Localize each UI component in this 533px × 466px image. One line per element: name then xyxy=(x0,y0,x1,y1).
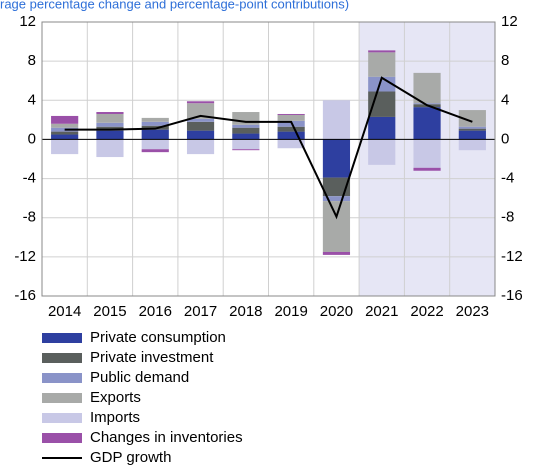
bar-segment xyxy=(368,50,396,53)
legend-swatch xyxy=(42,433,82,443)
bar-segment xyxy=(277,113,305,115)
bar-segment xyxy=(141,149,169,153)
bar-segment xyxy=(186,103,215,119)
legend-label: Exports xyxy=(90,389,141,406)
y2-tick-label: -8 xyxy=(501,209,514,226)
bar-segment xyxy=(186,139,215,155)
y-tick-label: 8 xyxy=(28,52,36,69)
y2-tick-label: -16 xyxy=(501,287,523,304)
y-tick-label: 0 xyxy=(28,130,36,147)
bar-segment xyxy=(51,131,79,135)
bar-segment xyxy=(413,72,441,104)
x-tick-label: 2020 xyxy=(320,303,353,320)
y-tick-label: 4 xyxy=(28,91,36,108)
bar-segment xyxy=(141,121,169,126)
bar-segment xyxy=(322,201,351,252)
x-tick-label: 2014 xyxy=(48,303,81,320)
bar-segment xyxy=(232,112,260,125)
bar-segment xyxy=(322,100,351,140)
bar-segment xyxy=(51,115,79,124)
y-tick-label: -4 xyxy=(23,170,36,187)
y2-tick-label: -4 xyxy=(501,170,514,187)
y2-tick-label: 8 xyxy=(501,52,509,69)
bar-segment xyxy=(458,110,486,127)
bar-segment xyxy=(458,126,486,129)
y-tick-label: -16 xyxy=(14,287,36,304)
bar-segment xyxy=(413,167,441,171)
bar-segment xyxy=(232,139,260,150)
bar-segment xyxy=(277,114,305,121)
bar-segment xyxy=(141,139,169,150)
x-tick-label: 2019 xyxy=(274,303,307,320)
bar-segment xyxy=(322,196,351,202)
legend-swatch xyxy=(42,413,82,423)
legend-label: Changes in inventories xyxy=(90,429,243,446)
y-tick-label: -12 xyxy=(14,248,36,265)
bar-segment xyxy=(458,139,486,151)
legend-label: Public demand xyxy=(90,369,189,386)
bar-segment xyxy=(322,139,351,178)
bar-segment xyxy=(413,107,441,140)
y2-tick-label: 12 xyxy=(501,13,518,30)
bar-segment xyxy=(413,139,441,168)
bar-segment xyxy=(232,124,260,128)
bar-segment xyxy=(368,76,396,92)
bar-segment xyxy=(186,130,215,140)
x-tick-label: 2018 xyxy=(229,303,262,320)
x-tick-label: 2021 xyxy=(365,303,398,320)
legend-swatch xyxy=(42,373,82,383)
bar-segment xyxy=(96,112,124,114)
bar-segment xyxy=(186,121,215,131)
chart-subtitle: rage percentage change and percentage-po… xyxy=(0,0,349,11)
bar-segment xyxy=(186,118,215,122)
legend-swatch xyxy=(42,353,82,363)
y-tick-label: 12 xyxy=(19,13,36,30)
bar-segment xyxy=(51,134,79,140)
bar-segment xyxy=(458,128,486,131)
bar-segment xyxy=(277,126,305,132)
bar-segment xyxy=(277,131,305,140)
x-tick-label: 2023 xyxy=(456,303,489,320)
bar-segment xyxy=(368,116,396,140)
bar-segment xyxy=(277,139,305,149)
x-tick-label: 2017 xyxy=(184,303,217,320)
bar-segment xyxy=(368,139,396,165)
bar-segment xyxy=(96,130,124,140)
legend-swatch xyxy=(42,333,82,343)
bar-segment xyxy=(96,113,124,123)
legend-label: GDP growth xyxy=(90,449,171,466)
y2-tick-label: -12 xyxy=(501,248,523,265)
legend-label: Private investment xyxy=(90,349,214,366)
y2-tick-label: 4 xyxy=(501,91,509,108)
bar-segment xyxy=(458,130,486,140)
bar-segment xyxy=(413,103,441,105)
bar-segment xyxy=(141,129,169,140)
bar-segment xyxy=(232,127,260,134)
legend-swatch xyxy=(42,393,82,403)
y-tick-label: -8 xyxy=(23,209,36,226)
bar-segment xyxy=(96,122,124,127)
bar-segment xyxy=(322,251,351,255)
bar-segment xyxy=(232,149,260,151)
bar-segment xyxy=(141,117,169,122)
bar-segment xyxy=(322,177,351,197)
plot-frame xyxy=(41,21,496,297)
bar-segment xyxy=(51,139,79,155)
x-tick-label: 2016 xyxy=(139,303,172,320)
legend-label: Private consumption xyxy=(90,329,226,346)
x-tick-label: 2015 xyxy=(93,303,126,320)
bar-segment xyxy=(232,133,260,140)
legend-label: Imports xyxy=(90,409,140,426)
y2-tick-label: 0 xyxy=(501,130,509,147)
bar-segment xyxy=(51,123,79,128)
gdp-line xyxy=(64,76,473,220)
bar-segment xyxy=(96,139,124,158)
bar-segment xyxy=(368,52,396,77)
x-tick-label: 2022 xyxy=(410,303,443,320)
bar-segment xyxy=(186,101,215,104)
